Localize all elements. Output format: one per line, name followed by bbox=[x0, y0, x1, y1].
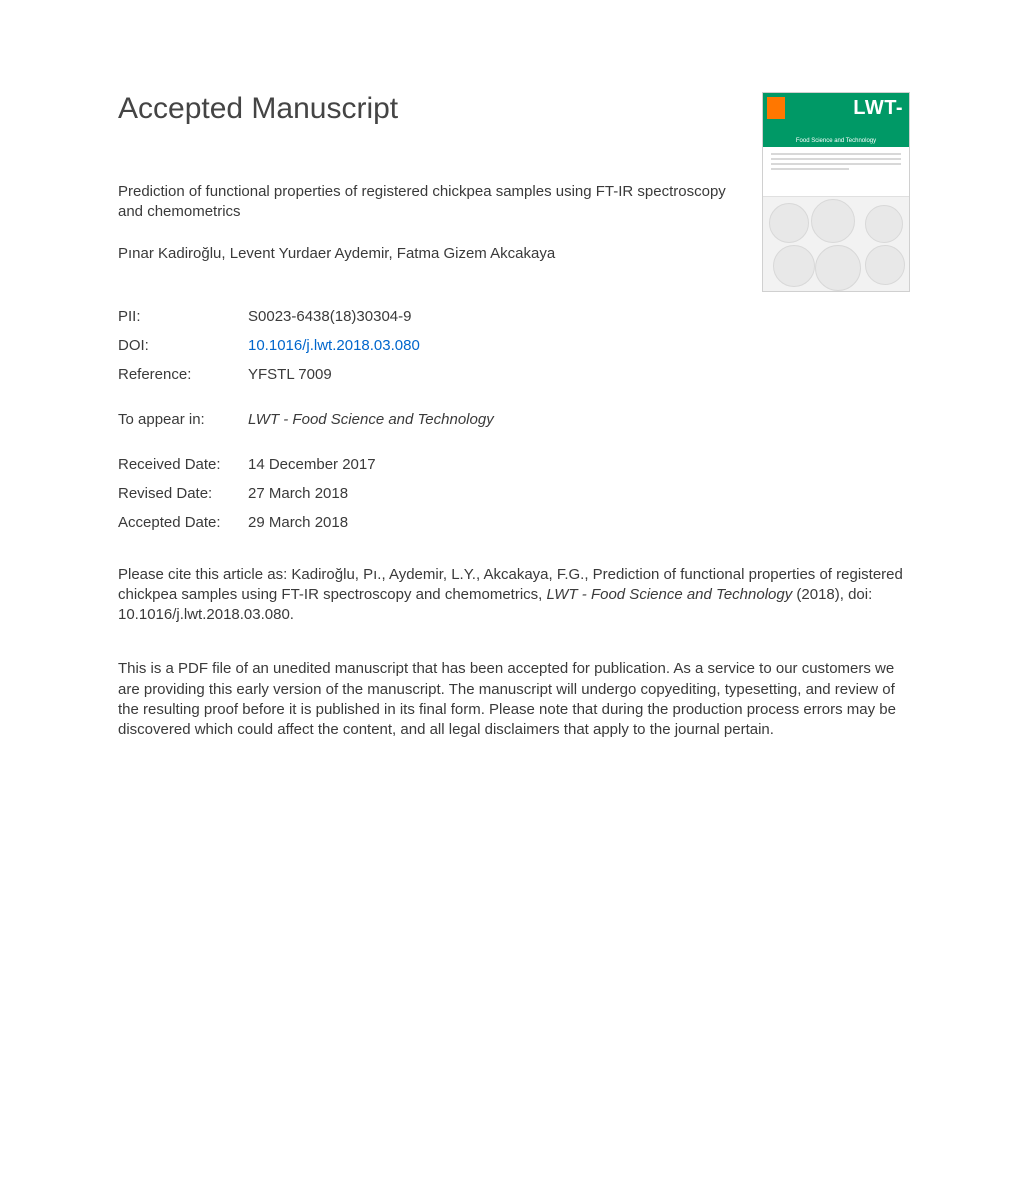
article-title: Prediction of functional properties of r… bbox=[118, 182, 738, 223]
pii-value: S0023-6438(18)30304-9 bbox=[248, 308, 411, 325]
accepted-row: Accepted Date: 29 March 2018 bbox=[118, 514, 910, 531]
received-row: Received Date: 14 December 2017 bbox=[118, 456, 910, 473]
to-appear-block: To appear in: LWT - Food Science and Tec… bbox=[118, 411, 910, 428]
cover-artwork bbox=[763, 197, 909, 291]
doi-label: DOI: bbox=[118, 337, 248, 354]
doi-row: DOI: 10.1016/j.lwt.2018.03.080 bbox=[118, 337, 910, 354]
to-appear-label: To appear in: bbox=[118, 411, 248, 428]
citation-paragraph: Please cite this article as: Kadiroğlu, … bbox=[118, 565, 908, 626]
dates-block: Received Date: 14 December 2017 Revised … bbox=[118, 456, 910, 531]
to-appear-row: To appear in: LWT - Food Science and Tec… bbox=[118, 411, 910, 428]
metadata-block: PII: S0023-6438(18)30304-9 DOI: 10.1016/… bbox=[118, 308, 910, 383]
pii-label: PII: bbox=[118, 308, 248, 325]
journal-brand: LWT- bbox=[853, 97, 903, 120]
journal-cover-thumbnail: LWT- Food Science and Technology bbox=[762, 92, 910, 292]
reference-label: Reference: bbox=[118, 366, 248, 383]
received-label: Received Date: bbox=[118, 456, 248, 473]
revised-row: Revised Date: 27 March 2018 bbox=[118, 485, 910, 502]
accepted-value: 29 March 2018 bbox=[248, 514, 348, 531]
citation-journal: LWT - Food Science and Technology bbox=[547, 586, 793, 603]
cover-toc-area bbox=[763, 147, 909, 197]
disclaimer-paragraph: This is a PDF file of an unedited manusc… bbox=[118, 659, 910, 740]
publisher-logo-icon bbox=[767, 97, 785, 119]
cover-header: LWT- Food Science and Technology bbox=[763, 93, 909, 147]
revised-label: Revised Date: bbox=[118, 485, 248, 502]
accepted-label: Accepted Date: bbox=[118, 514, 248, 531]
doi-link[interactable]: 10.1016/j.lwt.2018.03.080 bbox=[248, 337, 420, 354]
reference-row: Reference: YFSTL 7009 bbox=[118, 366, 910, 383]
to-appear-journal: LWT - Food Science and Technology bbox=[248, 411, 494, 428]
journal-subtitle: Food Science and Technology bbox=[763, 138, 909, 144]
reference-value: YFSTL 7009 bbox=[248, 366, 332, 383]
received-value: 14 December 2017 bbox=[248, 456, 376, 473]
pii-row: PII: S0023-6438(18)30304-9 bbox=[118, 308, 910, 325]
revised-value: 27 March 2018 bbox=[248, 485, 348, 502]
